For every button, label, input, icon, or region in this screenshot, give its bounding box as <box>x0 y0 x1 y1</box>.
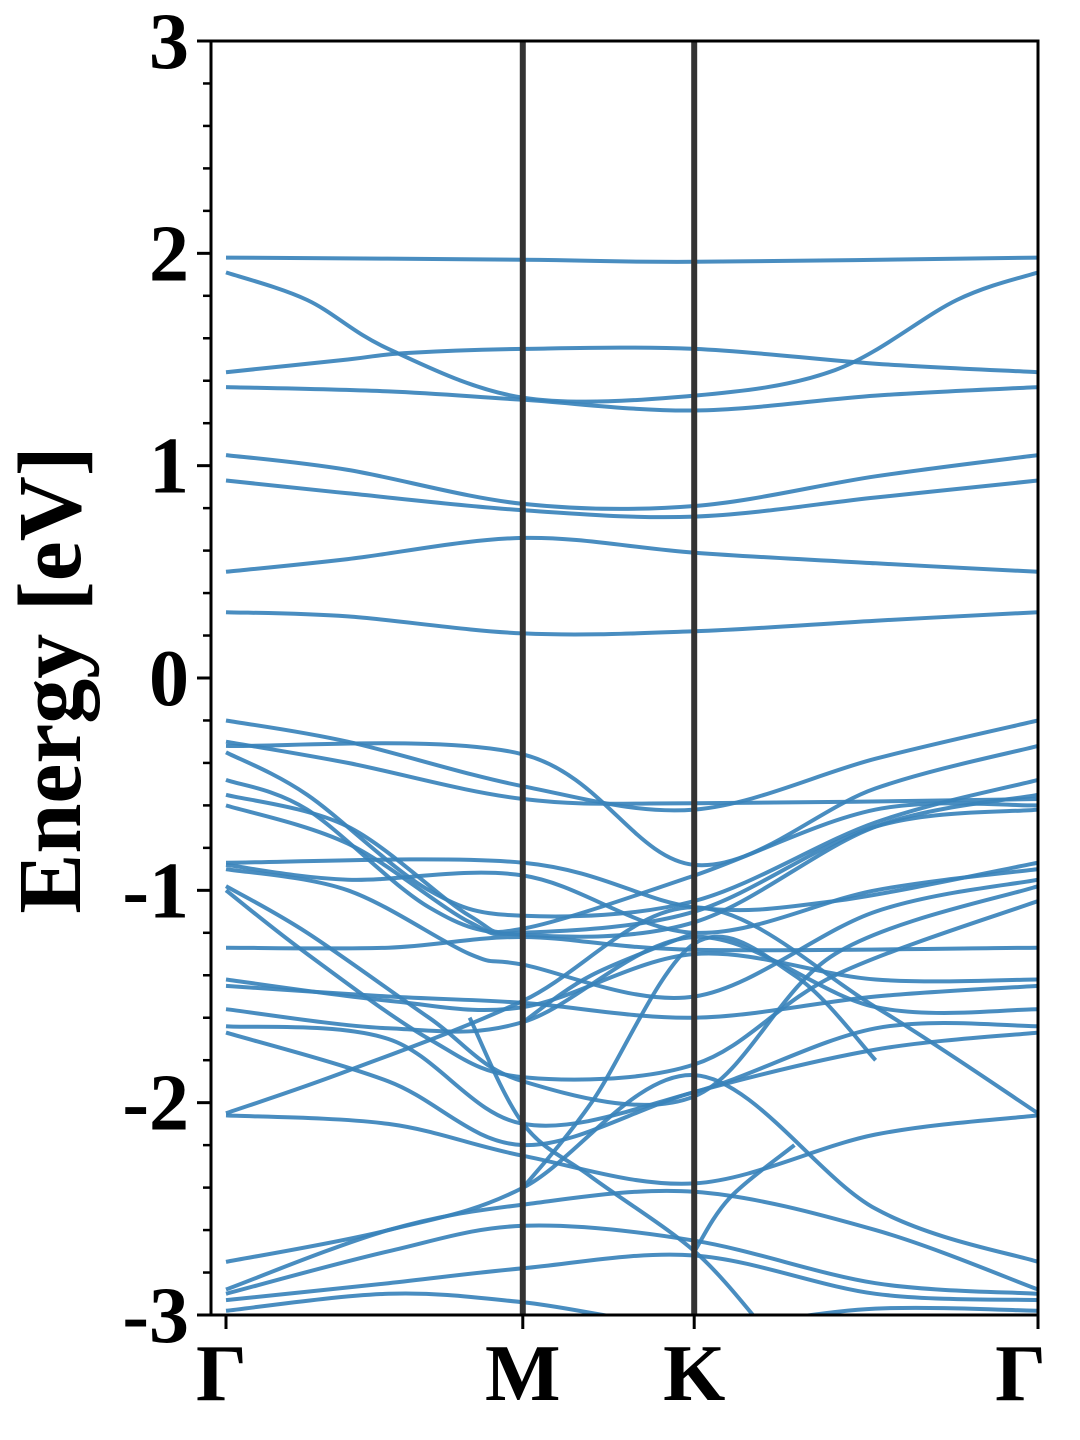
band-line-19 <box>224 884 1038 1107</box>
x-tick-label: K <box>663 1330 725 1418</box>
band-line-14 <box>225 792 1038 935</box>
band-line-20 <box>224 888 1038 1082</box>
band-line-15 <box>225 803 1038 937</box>
band-line-33 <box>225 1291 1038 1315</box>
x-tick-label: Γ <box>995 1330 1046 1418</box>
band-line-3 <box>225 345 1038 375</box>
band-line-10 <box>225 741 1038 868</box>
y-tick-label: -3 <box>122 1272 189 1360</box>
plot-frame <box>209 39 1040 1317</box>
band-line-12 <box>225 750 1038 919</box>
band-line-1 <box>225 255 1038 264</box>
band-line-9 <box>225 718 1038 813</box>
band-line-32 <box>225 1252 1038 1303</box>
y-ticks-layer: 3 2 1 0 -1 -2 -3 <box>122 0 211 1360</box>
band-line-34 <box>467 1016 756 1315</box>
x-tick-label: M <box>485 1330 561 1418</box>
band-line-25 <box>225 1020 1038 1128</box>
bands-layer <box>224 255 1038 1315</box>
band-line-24 <box>225 934 1038 1034</box>
kpoint-lines-layer <box>519 41 698 1315</box>
band-line-18 <box>225 867 1038 1000</box>
y-tick-label: 2 <box>149 210 189 298</box>
band-line-26 <box>225 1030 1038 1148</box>
y-axis-label: Energy [eV] <box>1 446 100 913</box>
y-tick-label: 0 <box>149 635 189 723</box>
y-tick-label: 3 <box>149 0 189 86</box>
band-line-28 <box>225 1113 1038 1186</box>
y-tick-label: 1 <box>149 423 189 511</box>
band-line-11 <box>225 739 1038 806</box>
band-line-23 <box>225 983 1038 1020</box>
band-line-6 <box>225 478 1038 520</box>
band-line-27 <box>225 905 1038 1116</box>
band-line-16 <box>225 857 1038 913</box>
band-line-36 <box>522 930 696 1024</box>
band-line-4 <box>225 385 1038 413</box>
y-tick-label: -2 <box>122 1060 189 1148</box>
y-tick-label: -1 <box>122 847 189 935</box>
band-line-31 <box>225 1223 1038 1296</box>
x-tick-label: Γ <box>196 1330 247 1418</box>
band-line-21 <box>225 934 1038 953</box>
band-line-37 <box>692 1143 796 1253</box>
band-line-2 <box>225 270 1038 404</box>
band-line-22 <box>225 951 1038 1013</box>
band-line-7 <box>225 535 1038 574</box>
band-line-5 <box>225 453 1038 511</box>
band-line-30 <box>225 1188 1038 1292</box>
band-line-8 <box>225 610 1038 637</box>
band-line-17 <box>225 862 1038 935</box>
